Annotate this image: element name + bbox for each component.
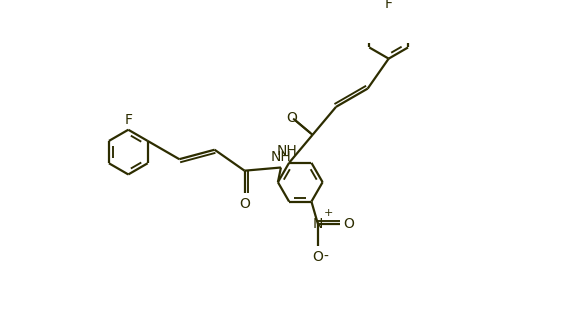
Text: N: N (313, 217, 323, 231)
Text: -: - (323, 250, 328, 264)
Text: O: O (286, 111, 297, 125)
Text: NH: NH (270, 150, 291, 165)
Text: F: F (124, 113, 132, 127)
Text: O: O (344, 217, 355, 231)
Text: +: + (324, 208, 333, 218)
Text: O: O (239, 197, 250, 211)
Text: O: O (312, 250, 323, 264)
Text: NH: NH (277, 144, 297, 158)
Text: F: F (384, 0, 393, 11)
